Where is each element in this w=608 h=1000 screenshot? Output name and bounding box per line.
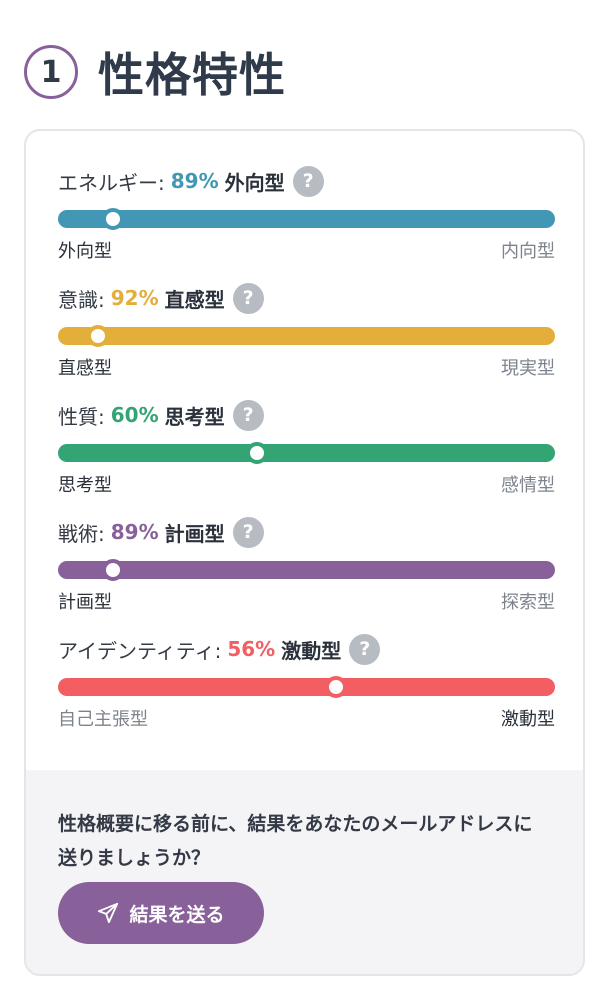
help-icon[interactable]: ? [292, 165, 324, 197]
trait-type: 激動型 [281, 638, 342, 663]
trait-tactics: 戦術: 89% 計画型 ? 計画型 探索型 [58, 514, 555, 614]
trait-identity: アイデンティティ: 56% 激動型 ? 自己主張型 激動型 [58, 631, 555, 731]
trait-right-label: 探索型 [501, 592, 555, 613]
trait-mind: 意識: 92% 直感型 ? 直感型 現実型 [58, 280, 555, 380]
trait-percent: 89% [110, 520, 159, 544]
trait-slider-knob [101, 208, 124, 230]
help-icon[interactable]: ? [349, 633, 381, 665]
trait-percent: 60% [110, 403, 159, 427]
trait-left-label: 自己主張型 [58, 709, 148, 730]
paper-plane-icon [98, 902, 119, 924]
help-icon[interactable]: ? [232, 282, 264, 314]
trait-right-label: 現実型 [501, 358, 555, 379]
section-header: 1 性格特性 [24, 40, 286, 104]
trait-name: アイデンティティ: [58, 638, 222, 663]
step-number-badge: 1 [24, 45, 78, 99]
trait-bar [58, 676, 555, 698]
trait-label: 性質: 60% 思考型 ? [58, 397, 555, 433]
trait-left-label: 計画型 [58, 592, 112, 613]
personality-traits-card: エネルギー: 89% 外向型 ? 外向型 内向型 意識: 92% 直感型 ? 直… [24, 129, 585, 976]
trait-right-label: 激動型 [501, 709, 555, 730]
trait-slider-knob [245, 442, 268, 464]
trait-slider-knob [325, 676, 348, 698]
trait-left-label: 思考型 [58, 475, 112, 496]
trait-type: 直感型 [164, 287, 225, 312]
trait-left-label: 外向型 [58, 241, 112, 262]
trait-bar [58, 208, 555, 230]
trait-energy: エネルギー: 89% 外向型 ? 外向型 内向型 [58, 163, 555, 263]
email-prompt-text: 性格概要に移る前に、結果をあなたのメールアドレスに送りましょうか？ [58, 813, 533, 869]
trait-left-label: 直感型 [58, 358, 112, 379]
trait-percent: 92% [110, 286, 159, 310]
trait-right-label: 感情型 [501, 475, 555, 496]
help-icon[interactable]: ? [232, 399, 264, 431]
trait-type: 思考型 [164, 404, 225, 429]
trait-bar [58, 559, 555, 581]
trait-percent: 56% [227, 637, 276, 661]
trait-label: 戦術: 89% 計画型 ? [58, 514, 555, 550]
trait-name: 意識: [58, 287, 105, 312]
send-results-label: 結果を送る [129, 903, 225, 926]
trait-percent: 89% [170, 169, 219, 193]
trait-label: エネルギー: 89% 外向型 ? [58, 163, 555, 199]
trait-name: エネルギー: [58, 170, 165, 195]
email-results-panel: 性格概要に移る前に、結果をあなたのメールアドレスに送りましょうか？ 結果を送る [26, 770, 583, 974]
trait-label: 意識: 92% 直感型 ? [58, 280, 555, 316]
help-icon[interactable]: ? [232, 516, 264, 548]
trait-label: アイデンティティ: 56% 激動型 ? [58, 631, 555, 667]
trait-type: 計画型 [164, 521, 225, 546]
page-title: 性格特性 [98, 48, 286, 102]
trait-name: 性質: [58, 404, 105, 429]
send-results-button[interactable]: 結果を送る [58, 882, 264, 944]
trait-slider-knob [101, 559, 124, 581]
trait-nature: 性質: 60% 思考型 ? 思考型 感情型 [58, 397, 555, 497]
trait-right-label: 内向型 [501, 241, 555, 262]
trait-bar [58, 442, 555, 464]
trait-name: 戦術: [58, 521, 105, 546]
trait-bar [58, 325, 555, 347]
trait-type: 外向型 [224, 170, 285, 195]
trait-slider-knob [86, 325, 109, 347]
